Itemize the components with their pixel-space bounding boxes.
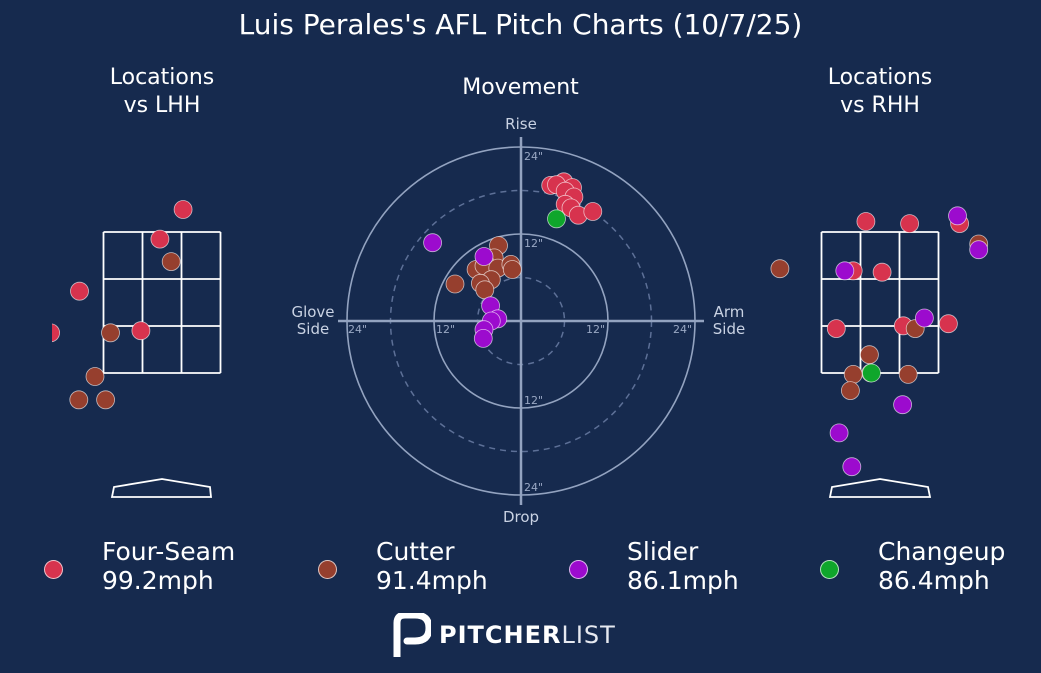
lhh-point-four-seam — [131, 321, 151, 341]
ring-label-top-12: 12" — [524, 237, 543, 250]
lhh-point-cutter — [101, 323, 120, 343]
rhh-point-slider — [893, 395, 912, 415]
axis-label-drop: Drop — [503, 508, 539, 526]
legend-pitch-name: Four-Seam — [102, 537, 236, 566]
rhh-points — [770, 206, 989, 477]
axis-label-rise: Rise — [505, 115, 537, 133]
rhh-point-cutter — [898, 364, 918, 384]
legend-pitch-name: Slider — [627, 537, 699, 566]
chart-title: Luis Perales's AFL Pitch Charts (10/7/25… — [238, 8, 803, 41]
rhh-point-changeup — [862, 363, 881, 383]
axis-label-glove-line1: Glove — [291, 303, 334, 321]
rhh-strike-zone — [820, 231, 940, 374]
lhh-title-line2: vs LHH — [123, 93, 201, 118]
rhh-point-cutter — [843, 364, 863, 384]
rhh-point-slider — [842, 457, 862, 477]
ring-label-right-24: 24" — [673, 323, 692, 336]
movement-points — [423, 172, 603, 348]
rhh-point-cutter — [770, 259, 790, 279]
lhh-point-cutter — [161, 252, 181, 272]
movement-point-cutter — [475, 280, 495, 300]
movement-panel-title: Movement — [462, 75, 579, 100]
lhh-point-cutter — [69, 390, 89, 410]
legend-pitch-name: Cutter — [376, 537, 455, 566]
lhh-home-plate — [110, 478, 212, 498]
legend-pitch-name: Changeup — [878, 537, 1006, 566]
brand-name-light: LIST — [561, 621, 616, 649]
rhh-point-cutter — [860, 345, 879, 365]
movement-point-slider — [474, 247, 494, 266]
rhh-point-slider — [835, 261, 855, 281]
ring-label-bottom-24: 24" — [524, 481, 543, 494]
lhh-strike-zone — [102, 231, 222, 374]
rhh-point-four-seam — [939, 314, 958, 334]
ring-label-top-24: 24" — [524, 150, 543, 163]
rhh-point-four-seam — [872, 262, 892, 282]
lhh-points — [52, 200, 193, 410]
rhh-panel-title: Locations vs RHH — [780, 64, 980, 120]
rhh-point-four-seam — [900, 214, 919, 234]
lhh-panel-title: Locations vs LHH — [62, 64, 262, 120]
ring-label-left-12: 12" — [436, 323, 455, 336]
rhh-point-four-seam — [856, 212, 876, 231]
lhh-point-four-seam — [173, 200, 193, 219]
legend-pitch-speed: 99.2mph — [102, 566, 214, 595]
changeup-swatch-icon — [820, 560, 839, 579]
pitcherlist-logo: PITCHERLIST — [393, 612, 616, 658]
rhh-point-slider — [948, 206, 967, 226]
legend-pitch-speed: 86.1mph — [627, 566, 739, 595]
rhh-point-slider — [969, 240, 989, 260]
lhh-point-four-seam — [150, 229, 170, 249]
rhh-point-slider — [829, 423, 849, 443]
ring-label-right-12: 12" — [586, 323, 605, 336]
movement-point-slider — [473, 328, 493, 348]
slider-swatch-icon — [569, 560, 588, 579]
lhh-point-four-seam — [70, 281, 89, 301]
legend-pitch-speed: 86.4mph — [878, 566, 990, 595]
lhh-point-four-seam — [52, 323, 60, 343]
movement-point-cutter — [502, 260, 522, 279]
lhh-title-line1: Locations — [109, 65, 215, 90]
movement-point-changeup — [547, 209, 566, 229]
brand-name-bold: PITCHER — [439, 621, 562, 649]
rhh-title-line1: Locations — [827, 65, 933, 90]
pitcherlist-p-icon — [393, 613, 431, 657]
ring-label-left-24: 24" — [348, 323, 367, 336]
axis-label-arm-line1: Arm — [714, 303, 745, 321]
axis-label-arm-line2: Side — [713, 320, 745, 338]
movement-point-four-seam — [583, 202, 603, 221]
movement-point-slider — [423, 233, 443, 253]
movement-chart: 24" 12" 12" 24" 24" 12" 12" 24" Rise Dro… — [291, 115, 745, 526]
four-seam-swatch-icon — [44, 560, 63, 579]
rhh-point-slider — [915, 308, 934, 328]
rhh-title-line2: vs RHH — [840, 93, 920, 118]
rhh-home-plate — [828, 478, 932, 498]
cutter-swatch-icon — [318, 560, 337, 579]
lhh-point-cutter — [85, 367, 105, 386]
rhh-point-cutter — [841, 381, 860, 401]
legend-pitch-speed: 91.4mph — [376, 566, 488, 595]
rhh-location-chart — [770, 206, 989, 498]
movement-point-cutter — [445, 274, 465, 294]
axis-label-glove-line2: Side — [297, 320, 329, 338]
lhh-point-cutter — [96, 390, 115, 410]
lhh-location-chart — [52, 200, 222, 498]
rhh-point-four-seam — [826, 319, 846, 339]
ring-label-bottom-12: 12" — [524, 394, 543, 407]
